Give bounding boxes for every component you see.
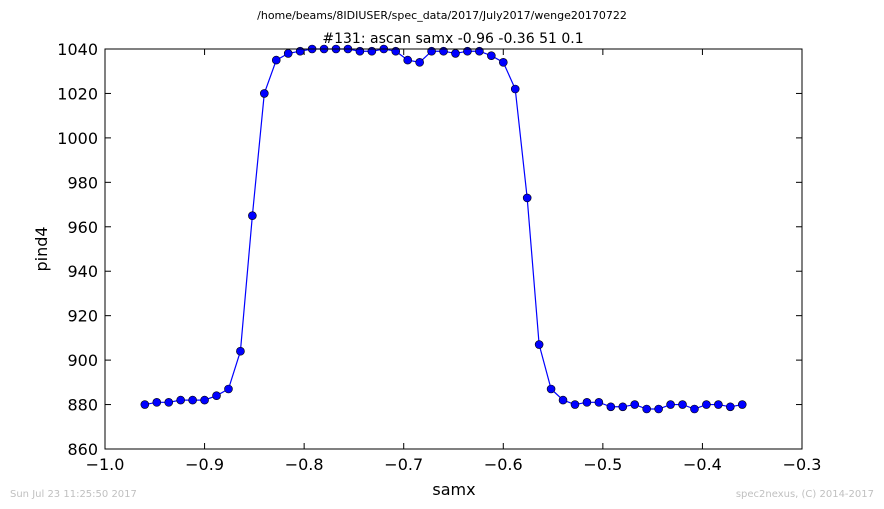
data-point bbox=[271, 55, 281, 65]
data-point bbox=[439, 46, 448, 56]
data-point bbox=[224, 384, 233, 394]
data-point bbox=[546, 384, 556, 394]
x-tick-label: −0.6 bbox=[484, 455, 523, 474]
y-tick-label: 920 bbox=[67, 307, 98, 326]
data-point bbox=[498, 58, 508, 67]
data-point bbox=[487, 51, 496, 60]
data-point bbox=[391, 46, 401, 56]
data-point bbox=[248, 211, 257, 220]
data-point bbox=[176, 395, 185, 405]
data-point bbox=[295, 46, 305, 56]
data-point bbox=[558, 395, 568, 405]
y-tick-label: 960 bbox=[67, 218, 98, 237]
data-point bbox=[152, 398, 162, 407]
data-point bbox=[678, 400, 687, 409]
data-point bbox=[475, 46, 484, 56]
plot-area: −1.0 −0.9 −0.8 −0.7 −0.6 −0.5 −0.4 −0.3 860 880 90… bbox=[57, 40, 821, 474]
data-point bbox=[642, 404, 651, 414]
data-point bbox=[236, 346, 245, 356]
data-point bbox=[463, 46, 472, 56]
data-point bbox=[140, 400, 150, 409]
y-tick-label: 1040 bbox=[57, 40, 98, 59]
x-tick-label: −0.5 bbox=[583, 455, 622, 474]
data-point bbox=[654, 404, 663, 414]
data-point bbox=[570, 400, 580, 409]
x-tick-label: −0.7 bbox=[384, 455, 423, 474]
data-point bbox=[666, 400, 675, 409]
y-tick-label: 860 bbox=[67, 440, 98, 459]
x-tick-label: −0.8 bbox=[285, 455, 324, 474]
data-point bbox=[690, 404, 699, 414]
data-point bbox=[355, 46, 365, 56]
x-tick-label: −0.3 bbox=[783, 455, 822, 474]
data-point bbox=[415, 58, 424, 67]
y-tick-label: 1000 bbox=[57, 129, 98, 148]
footer-timestamp: Sun Jul 23 11:25:50 2017 bbox=[10, 489, 137, 500]
data-point bbox=[403, 55, 413, 65]
data-point bbox=[188, 395, 197, 405]
x-tick-label: −0.9 bbox=[185, 455, 224, 474]
data-point bbox=[582, 398, 592, 407]
data-point bbox=[737, 400, 747, 409]
x-tick-label: −1.0 bbox=[86, 455, 125, 474]
footer-credit: spec2nexus, (C) 2014-2017 bbox=[736, 489, 874, 500]
data-point bbox=[702, 400, 711, 409]
y-tick-label: 900 bbox=[67, 351, 98, 370]
data-point bbox=[200, 395, 209, 405]
series-line bbox=[144, 48, 743, 410]
data-point bbox=[534, 340, 544, 349]
data-point bbox=[618, 402, 628, 412]
data-point bbox=[212, 391, 221, 400]
data-point bbox=[630, 400, 640, 409]
chart-suptitle: /home/beams/8IDIUSER/spec_data/2017/July… bbox=[257, 9, 627, 22]
data-point bbox=[522, 193, 532, 203]
data-point bbox=[510, 84, 520, 94]
data-point bbox=[164, 398, 174, 407]
data-point bbox=[726, 402, 735, 412]
y-tick-label: 880 bbox=[67, 396, 98, 415]
data-point bbox=[714, 400, 723, 409]
y-tick-label: 1020 bbox=[57, 84, 98, 103]
y-tick-label: 940 bbox=[67, 262, 98, 281]
y-axis-label: pind4 bbox=[32, 226, 51, 271]
chart-title: #131: ascan samx -0.96 -0.36 51 0.1 bbox=[322, 31, 583, 47]
plot-frame bbox=[104, 48, 803, 450]
data-point bbox=[451, 49, 460, 58]
data-point bbox=[367, 46, 377, 56]
x-axis-label: samx bbox=[432, 480, 475, 499]
y-tick-label: 980 bbox=[67, 173, 98, 192]
data-point bbox=[260, 89, 269, 98]
data-point bbox=[594, 398, 604, 407]
x-tick-label: −0.4 bbox=[683, 455, 722, 474]
data-point bbox=[283, 49, 293, 58]
data-point bbox=[606, 402, 616, 412]
data-point bbox=[427, 46, 436, 56]
